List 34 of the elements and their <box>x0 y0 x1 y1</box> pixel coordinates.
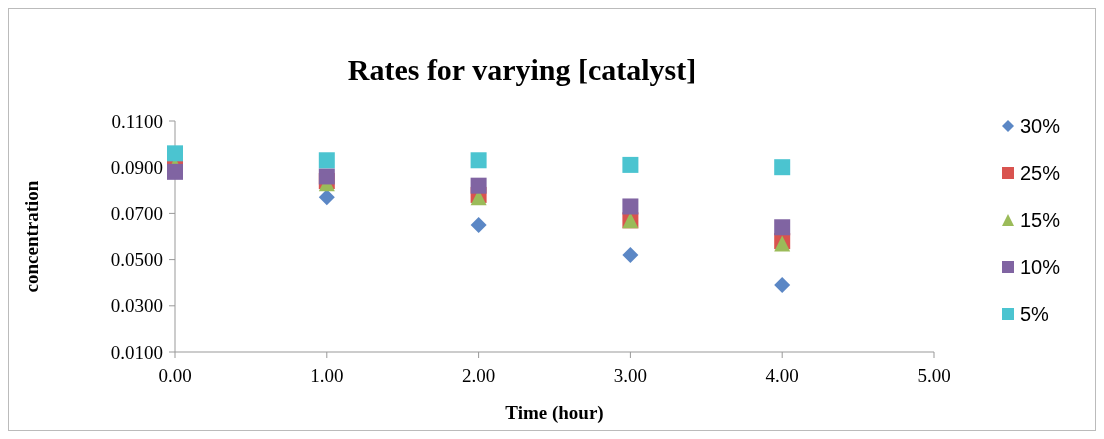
y-tick-label: 0.0100 <box>110 341 163 363</box>
point <box>167 145 183 162</box>
point <box>470 152 487 169</box>
legend-label: 5% <box>1020 303 1050 325</box>
y-tick-label: 0.0900 <box>110 156 163 178</box>
point <box>318 189 335 206</box>
x-tick-label: 2.00 <box>461 365 496 386</box>
x-tick-label: 4.00 <box>765 365 799 386</box>
y-axis-title: concentration <box>21 180 42 293</box>
point <box>622 198 639 215</box>
point <box>470 216 487 233</box>
y-tick-label: 0.0300 <box>110 295 163 317</box>
point <box>470 177 487 194</box>
point <box>167 163 183 180</box>
x-tick-label: 1.00 <box>310 365 344 386</box>
legend-label: 15% <box>1020 209 1061 231</box>
point <box>774 159 791 176</box>
chart-title: Rates for varying [catalyst] <box>347 53 697 86</box>
point <box>318 152 335 169</box>
y-tick-label: 0.0700 <box>110 203 163 225</box>
point <box>622 246 639 263</box>
legend-label: 30% <box>1020 115 1061 137</box>
x-axis-title: Time (hour) <box>505 402 604 424</box>
legend-label: 25% <box>1020 162 1061 184</box>
point <box>774 219 791 236</box>
point <box>622 156 639 173</box>
x-tick-label: 0.00 <box>158 365 192 386</box>
x-tick-label: 3.00 <box>613 365 648 386</box>
point <box>318 168 335 185</box>
legend-label: 10% <box>1020 256 1061 278</box>
x-tick-label: 5.00 <box>917 365 951 386</box>
y-tick-label: 0.1100 <box>111 110 163 132</box>
y-tick-label: 0.0500 <box>110 249 163 271</box>
point <box>774 277 791 294</box>
